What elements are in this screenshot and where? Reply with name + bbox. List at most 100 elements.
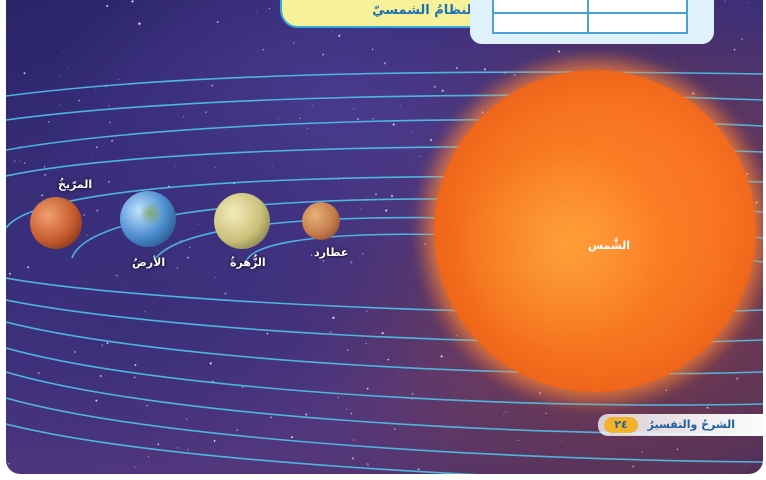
star: [146, 404, 149, 407]
star: [561, 441, 562, 442]
star: [101, 344, 104, 347]
star: [209, 362, 212, 365]
star: [455, 67, 458, 69]
star: [146, 143, 148, 145]
star: [393, 427, 396, 431]
star: [345, 408, 348, 411]
table-divider-horizontal: [494, 12, 686, 14]
star: [86, 234, 88, 236]
star: [360, 208, 362, 210]
star: [405, 446, 407, 448]
star: [197, 224, 199, 226]
star: [350, 412, 353, 415]
star: [311, 105, 314, 107]
star: [83, 213, 86, 216]
star: [96, 209, 99, 212]
star: [43, 166, 46, 168]
star: [37, 372, 40, 375]
star: [390, 194, 394, 198]
star: [96, 146, 98, 148]
star: [299, 117, 301, 119]
star: [117, 78, 119, 80]
star: [134, 466, 136, 468]
star: [224, 292, 227, 295]
star: [262, 48, 265, 51]
star: [392, 123, 395, 126]
planet-venus: [214, 193, 270, 249]
star: [8, 272, 11, 275]
star: [632, 465, 635, 468]
star: [676, 448, 679, 450]
star: [134, 364, 137, 366]
star: [15, 115, 17, 117]
star: [111, 139, 113, 142]
sun-label: الشَّمس: [588, 239, 631, 252]
star: [144, 311, 146, 313]
star: [492, 444, 494, 446]
star: [228, 472, 230, 474]
star: [229, 97, 231, 98]
star: [107, 180, 111, 183]
star: [293, 42, 295, 44]
star: [741, 38, 744, 41]
star: [266, 298, 268, 300]
star: [372, 118, 374, 120]
star: [13, 160, 16, 163]
star: [41, 194, 44, 197]
star: [441, 89, 444, 92]
star: [204, 111, 207, 114]
star: [365, 343, 367, 345]
star: [106, 342, 109, 344]
star: [329, 331, 332, 334]
star: [350, 261, 353, 264]
planet-earth: [120, 191, 176, 247]
star: [63, 51, 65, 53]
star: [123, 283, 124, 284]
planet-mercury: [302, 202, 340, 240]
star: [330, 435, 332, 437]
star: [291, 436, 293, 439]
star: [108, 105, 110, 107]
star: [366, 387, 369, 390]
star: [411, 131, 414, 133]
star: [182, 116, 185, 118]
star: [474, 67, 476, 68]
star: [746, 2, 748, 3]
star: [376, 265, 378, 267]
star: [517, 440, 519, 441]
star: [417, 468, 420, 471]
star: [7, 462, 10, 465]
star: [332, 316, 335, 319]
page-title: النظامُ الشمسيّ: [372, 3, 476, 18]
star: [331, 31, 332, 33]
sun: [434, 70, 756, 392]
label-mars: المرّيخُ: [58, 178, 93, 191]
star: [353, 439, 355, 441]
star: [20, 160, 22, 162]
star: [174, 165, 176, 167]
star: [356, 118, 359, 121]
star: [440, 355, 443, 358]
star: [411, 399, 413, 401]
star: [59, 76, 60, 77]
star: [187, 449, 189, 451]
star: [6, 230, 7, 232]
star: [193, 228, 195, 230]
star: [305, 413, 308, 416]
star: [216, 21, 219, 23]
star: [322, 259, 325, 262]
star: [736, 377, 739, 380]
star: [156, 249, 159, 251]
star: [192, 357, 194, 358]
star: [361, 252, 364, 255]
header-table: [492, 0, 688, 34]
star: [347, 349, 349, 351]
star: [73, 351, 76, 353]
section-label: الشرحُ والتفسيرُ: [647, 418, 735, 431]
star: [148, 456, 150, 458]
star: [733, 48, 736, 51]
star: [505, 411, 507, 413]
star: [207, 452, 209, 454]
star: [64, 417, 65, 418]
